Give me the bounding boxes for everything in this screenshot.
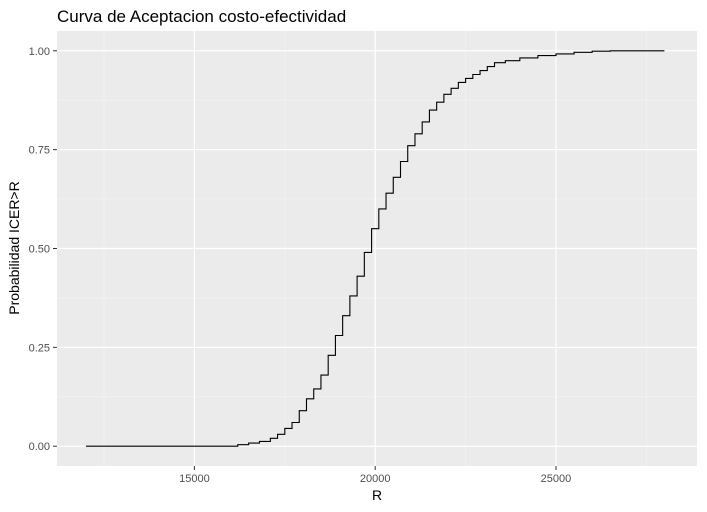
series-layer — [85, 50, 665, 447]
x-axis-ticks: 15000 20000 25000 — [179, 466, 571, 485]
y-axis-ticks: 0.00 0.25 0.50 0.75 1.00 — [29, 46, 57, 453]
chart-title: Curva de Aceptacion costo-efectividad — [57, 7, 346, 26]
series-line — [85, 50, 665, 447]
y-axis-title: Probabilidad ICER>R — [6, 181, 22, 314]
y-tick-label: 1.00 — [29, 46, 50, 58]
x-tick-label: 20000 — [360, 473, 391, 485]
y-tick-label: 0.50 — [29, 244, 50, 256]
x-tick-label: 25000 — [541, 473, 572, 485]
x-axis-title: R — [372, 487, 382, 503]
y-tick-label: 0.75 — [29, 145, 50, 157]
x-tick-label: 15000 — [179, 473, 210, 485]
y-tick-label: 0.00 — [29, 441, 50, 453]
grid-major — [57, 31, 697, 466]
y-tick-label: 0.25 — [29, 342, 50, 354]
